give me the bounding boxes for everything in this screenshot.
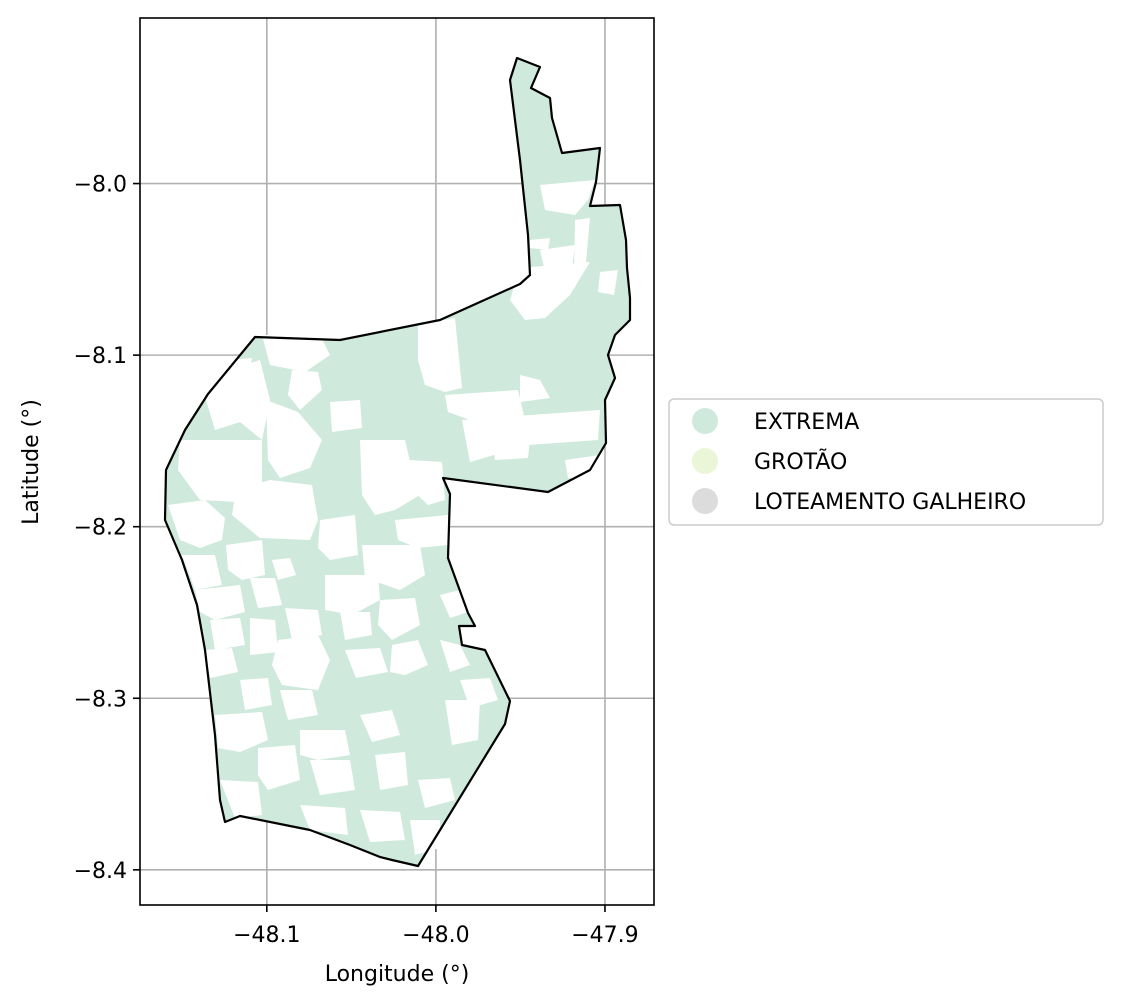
legend-label: LOTEAMENTO GALHEIRO — [754, 490, 1026, 515]
y-tick-label: −8.2 — [74, 516, 127, 541]
x-tick-label: −48.1 — [233, 923, 300, 948]
y-tick-label: −8.0 — [74, 173, 127, 198]
axis-ticks: −48.1 −48.0 −47.9 −8.0 −8.1 −8.2 −8.3 −8.4 — [74, 173, 639, 948]
municipality-boundary — [163, 56, 632, 868]
x-axis-label: Longitude (°) — [325, 962, 470, 987]
y-tick-label: −8.3 — [74, 687, 127, 712]
legend-label: EXTREMA — [754, 410, 859, 435]
white-gaps — [168, 180, 618, 855]
x-tick-label: −48.0 — [402, 923, 469, 948]
plot-frame — [139, 17, 655, 906]
legend-marker — [692, 488, 718, 514]
x-tick-label: −47.9 — [571, 923, 638, 948]
legend-marker — [692, 448, 718, 474]
municipality-map — [163, 56, 632, 868]
legend-box — [668, 398, 1104, 526]
y-tick-label: −8.1 — [74, 344, 127, 369]
legend-marker — [692, 408, 718, 434]
legend-label: GROTÃO — [754, 448, 847, 475]
y-axis-label: Latitude (°) — [19, 399, 44, 525]
legend: EXTREMA GROTÃO LOTEAMENTO GALHEIRO — [668, 398, 1104, 526]
y-tick-label: −8.4 — [74, 859, 127, 884]
